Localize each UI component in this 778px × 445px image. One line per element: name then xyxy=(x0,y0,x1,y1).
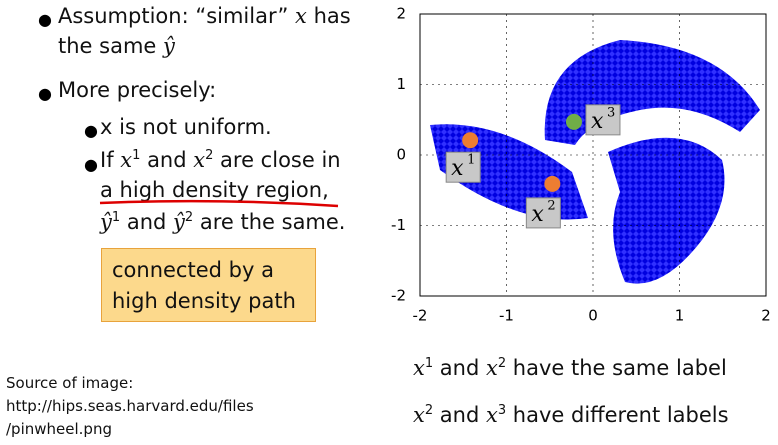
sub-bullet: If x1 and x2 are close in xyxy=(100,148,341,172)
text: have different labels xyxy=(506,403,729,427)
bullet: Assumption: “similar” x has xyxy=(58,4,351,28)
point xyxy=(565,113,582,130)
math: ŷ xyxy=(100,210,112,234)
x-tick-label: 2 xyxy=(761,307,771,325)
statement: x2 and x3 have different labels xyxy=(413,403,729,427)
text: the same xyxy=(58,34,163,58)
red-underline xyxy=(99,199,339,208)
sup: 1 xyxy=(132,148,141,163)
source-line: Source of image: xyxy=(6,374,134,392)
x-tick-label: -1 xyxy=(499,307,514,325)
text: If xyxy=(100,148,121,172)
bullet-marker: ● xyxy=(84,155,98,174)
text: and xyxy=(433,356,486,380)
bullet-marker: ● xyxy=(38,84,52,103)
source: Source of image: http://hips.seas.harvard… xyxy=(6,372,254,441)
x-tick-label: -2 xyxy=(413,307,428,325)
statement: x1 and x2 have the same label xyxy=(413,356,727,380)
text: and xyxy=(140,148,194,172)
point-label-sup: 2 xyxy=(547,198,555,213)
math: ŷ xyxy=(163,34,175,58)
text: have the same label xyxy=(506,356,727,380)
sup: 1 xyxy=(111,210,121,225)
bullet: More precisely: xyxy=(58,78,217,102)
bullet: the same ŷ xyxy=(58,34,175,58)
callout: connected by a high density path xyxy=(101,248,316,322)
text: and xyxy=(120,210,174,234)
text: Assumption: “similar” xyxy=(58,4,296,28)
text: are close in xyxy=(213,148,341,172)
y-tick-label: 1 xyxy=(396,75,406,93)
x-tick-label: 1 xyxy=(675,307,685,325)
sub-bullet: a high density region, xyxy=(100,178,329,202)
cluster xyxy=(608,137,725,284)
math: x xyxy=(295,4,307,28)
point-label: x xyxy=(531,202,544,227)
point-label-sup: 1 xyxy=(467,153,475,168)
math: x xyxy=(413,356,425,380)
callout-line: high density path xyxy=(112,289,296,313)
point-label-sup: 3 xyxy=(607,105,615,120)
math: x xyxy=(413,403,425,427)
sup: 2 xyxy=(205,148,214,163)
point-label-box xyxy=(525,197,561,229)
sup: 2 xyxy=(184,210,194,225)
point xyxy=(462,132,479,149)
point-label: x xyxy=(591,109,604,134)
y-tick-label: 0 xyxy=(396,146,406,164)
bullet-marker: ● xyxy=(84,121,98,140)
sup: 2 xyxy=(497,356,507,371)
source-line: http://hips.seas.harvard.edu/files xyxy=(6,397,254,415)
math: x xyxy=(485,356,498,380)
point-label: x xyxy=(451,156,464,181)
text: and xyxy=(433,403,486,427)
point-label-box xyxy=(445,151,481,183)
sub-bullet: ŷ1 and ŷ2 are the same. xyxy=(100,210,345,234)
sub-bullet: x is not uniform. xyxy=(100,115,272,139)
math: x xyxy=(193,148,206,172)
y-tick-label: -1 xyxy=(391,216,406,234)
callout-line: connected by a xyxy=(112,258,274,282)
y-tick-label: -2 xyxy=(391,287,406,305)
math: x xyxy=(485,403,498,427)
math: ŷ xyxy=(173,210,185,234)
source-line: /pinwheel.png xyxy=(6,420,112,438)
point-label-box xyxy=(585,104,621,136)
math: x xyxy=(120,148,133,172)
sup: 3 xyxy=(497,403,507,418)
y-tick-label: 2 xyxy=(396,5,406,23)
text: are the same. xyxy=(193,210,346,234)
sup: 2 xyxy=(424,403,434,418)
sup: 1 xyxy=(424,356,434,371)
bullet-marker: ● xyxy=(38,10,52,29)
text: has xyxy=(306,4,351,28)
point xyxy=(544,175,561,192)
x-tick-label: 0 xyxy=(588,307,598,325)
